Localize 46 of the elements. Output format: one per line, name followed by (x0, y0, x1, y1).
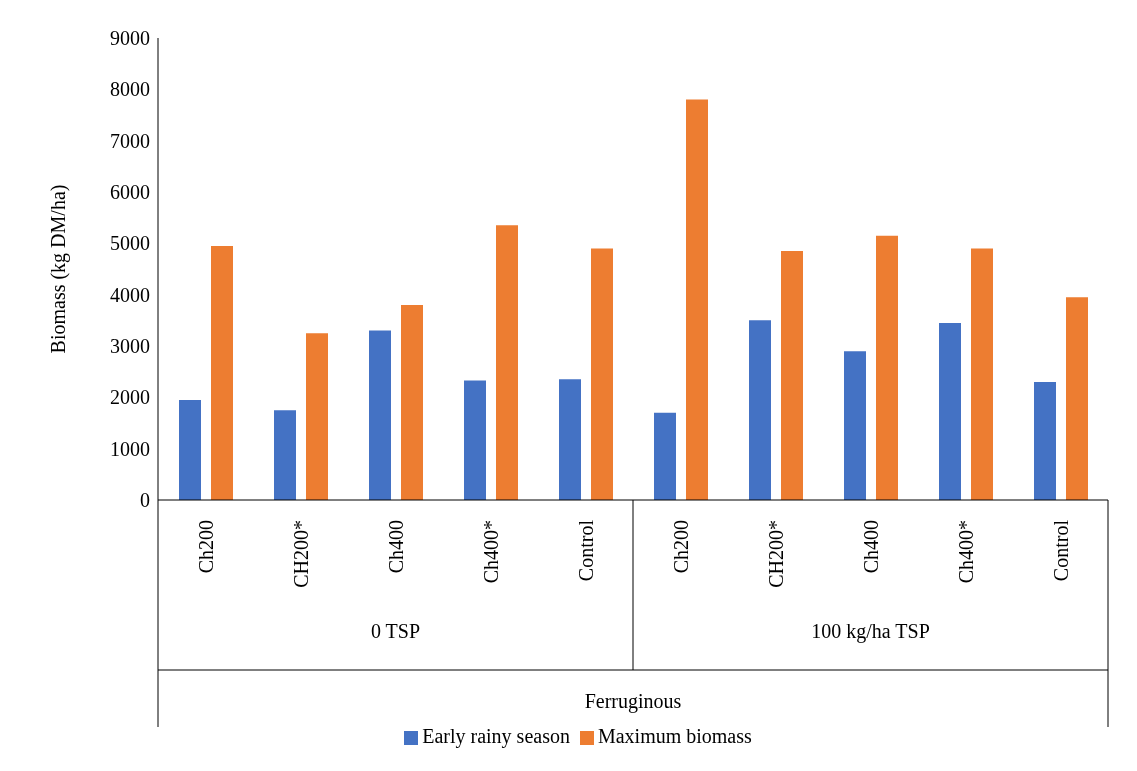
bar (654, 412, 676, 500)
y-tick-label: 1000 (110, 437, 150, 460)
y-tick-label: 8000 (110, 78, 150, 101)
bar (781, 251, 803, 500)
bar (369, 330, 391, 500)
y-tick-label: 6000 (110, 181, 150, 204)
x-tick-label: Control (574, 519, 597, 582)
bar (1034, 381, 1056, 500)
x-tick-label: Ch400 (384, 520, 407, 574)
bar (464, 380, 486, 500)
x-tick-label: Ch400* (479, 520, 502, 584)
x-tick-label: Ch200 (194, 520, 217, 574)
y-tick-label: 0 (140, 489, 150, 512)
bar (559, 379, 581, 500)
bar (844, 351, 866, 500)
bar (591, 248, 613, 500)
bar (971, 248, 993, 500)
x-tick-label: CH200* (764, 520, 787, 588)
bar (306, 333, 328, 500)
x-tick-label: Ch200 (669, 520, 692, 574)
bar (401, 304, 423, 500)
legend-label: Maximum biomass (597, 725, 752, 747)
bar (179, 399, 201, 500)
bar (686, 99, 708, 500)
legend-label: Early rainy season (422, 725, 570, 747)
x-tick-label: CH200* (289, 520, 312, 588)
bar (876, 235, 898, 500)
y-axis-title: Biomass (kg DM/ha) (47, 184, 71, 354)
bar (749, 320, 771, 500)
x-tick-label: Ch400 (859, 520, 882, 574)
y-tick-label: 7000 (110, 129, 150, 152)
bar (1066, 297, 1088, 500)
bar (274, 410, 296, 500)
y-tick-label: 3000 (110, 335, 150, 358)
y-tick-label: 4000 (110, 283, 150, 306)
y-tick-label: 5000 (110, 232, 150, 255)
text: Ferruginous (584, 690, 682, 713)
bar (496, 225, 518, 500)
text: 0 TSP (370, 620, 421, 642)
x-tick-label: Ch400* (954, 520, 977, 584)
text: 100 kg/ha TSP (811, 620, 930, 643)
bar (939, 322, 961, 500)
bar (211, 245, 233, 500)
x-tick-label: Control (1049, 519, 1072, 582)
y-tick-label: 9000 (110, 27, 150, 50)
y-tick-label: 2000 (110, 386, 150, 409)
